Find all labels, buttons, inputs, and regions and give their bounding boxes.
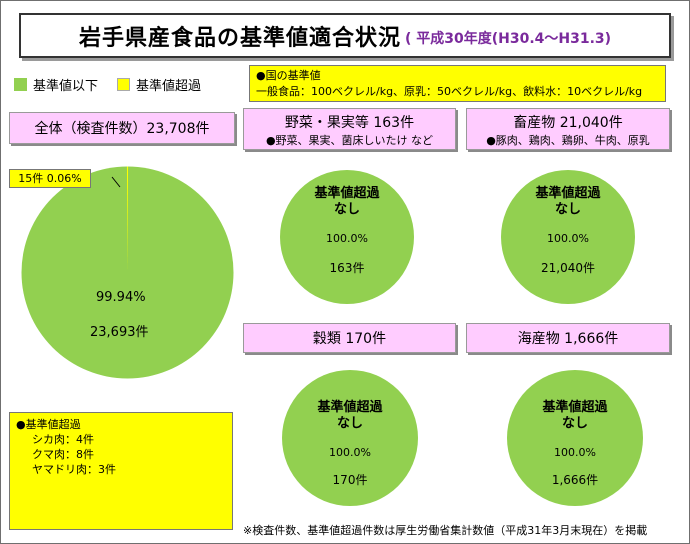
legend-item-exceed: 基準値超過: [117, 75, 201, 94]
overall-count: 23,693件: [90, 325, 149, 340]
exceed-note-item: ヤマドリ肉：3件: [32, 463, 116, 476]
circle-count: 1,666件: [551, 473, 599, 487]
exceed-note-box: ●基準値超過 シカ肉：4件 クマ肉：8件 ヤマドリ肉：3件: [9, 412, 233, 530]
legend-item-below: 基準値以下: [14, 75, 98, 94]
circle-title-none: なし: [336, 416, 363, 431]
circle-title: 基準値超過: [314, 186, 380, 201]
panel-seafood-header: 海産物 1,666件: [466, 323, 670, 353]
pie-grains: 基準値超過 なし 100.0% 170件: [282, 370, 418, 506]
standard-detail: 一般食品：100ベクレル/kg、原乳：50ベクレル/kg、飲料水：10ベクレル/…: [256, 85, 643, 98]
circle-count: 170件: [332, 473, 368, 487]
circle-title: 基準値超過: [317, 400, 383, 415]
panel-sub-label: ●野菜、果実、菌床しいたけ など: [265, 134, 434, 147]
panel-sub-label: ●豚肉、鶏肉、鶏卵、牛肉、原乳: [486, 134, 650, 147]
circle-count: 21,040件: [541, 261, 595, 275]
circle-title-none: なし: [554, 202, 581, 217]
panel-header-label: 穀類 170件: [312, 331, 387, 347]
panel-header-label: 畜産物 21,040件: [513, 115, 623, 131]
pie-seafood: 基準値超過 なし 100.0% 1,666件: [507, 370, 643, 506]
pie-slice-exceed: [126, 166, 129, 273]
panel-header-label: 野菜・果実等 163件: [284, 115, 415, 131]
exceed-callout: 15件 0.06%: [9, 169, 91, 188]
exceed-note-item: クマ肉：8件: [32, 448, 94, 461]
leader-line: [111, 176, 121, 188]
title-box: 岩手県産食品の基準値適合状況 ( 平成30年度(H30.4～H31.3): [19, 13, 671, 58]
circle-title: 基準値超過: [542, 400, 608, 415]
circle-pct: 100.0%: [329, 446, 371, 459]
overall-header: 全体（検査件数）23,708件: [34, 121, 210, 137]
footnote: ※検査件数、基準値超過件数は厚生労働省集計数値（平成31年3月末現在）を掲載: [243, 524, 648, 537]
pie-vegetables: 基準値超過 なし 100.0% 163件: [280, 170, 414, 304]
circle-count: 163件: [329, 261, 365, 275]
circle-pct: 100.0%: [326, 232, 368, 245]
overall-header-box: 全体（検査件数）23,708件: [9, 112, 235, 144]
panel-grains-header: 穀類 170件: [243, 323, 456, 353]
circle-pct: 100.0%: [547, 232, 589, 245]
legend-label-exceed: 基準値超過: [136, 79, 202, 94]
pie-livestock: 基準値超過 なし 100.0% 21,040件: [501, 170, 635, 304]
circle-title-none: なし: [333, 202, 360, 217]
standard-heading: ●国の基準値: [256, 69, 321, 82]
panel-vegetables-header: 野菜・果実等 163件 ●野菜、果実、菌床しいたけ など: [243, 108, 456, 150]
legend-label-below: 基準値以下: [33, 79, 99, 94]
overall-pct: 99.94%: [96, 290, 146, 305]
legend-swatch-yellow: [117, 78, 130, 91]
standard-box: ●国の基準値 一般食品：100ベクレル/kg、原乳：50ベクレル/kg、飲料水：…: [249, 65, 666, 102]
legend-swatch-green: [14, 78, 27, 91]
panel-header-label: 海産物 1,666件: [517, 331, 619, 347]
circle-title: 基準値超過: [535, 186, 601, 201]
circle-title-none: なし: [561, 416, 588, 431]
page-subtitle: ( 平成30年度(H30.4～H31.3): [404, 30, 612, 47]
circle-pct: 100.0%: [554, 446, 596, 459]
exceed-note-heading: ●基準値超過: [16, 418, 81, 431]
overall-pie: [21, 166, 234, 379]
exceed-note-item: シカ肉：4件: [32, 433, 94, 446]
panel-livestock-header: 畜産物 21,040件 ●豚肉、鶏肉、鶏卵、牛肉、原乳: [466, 108, 670, 150]
page-title: 岩手県産食品の基準値適合状況: [78, 25, 401, 51]
